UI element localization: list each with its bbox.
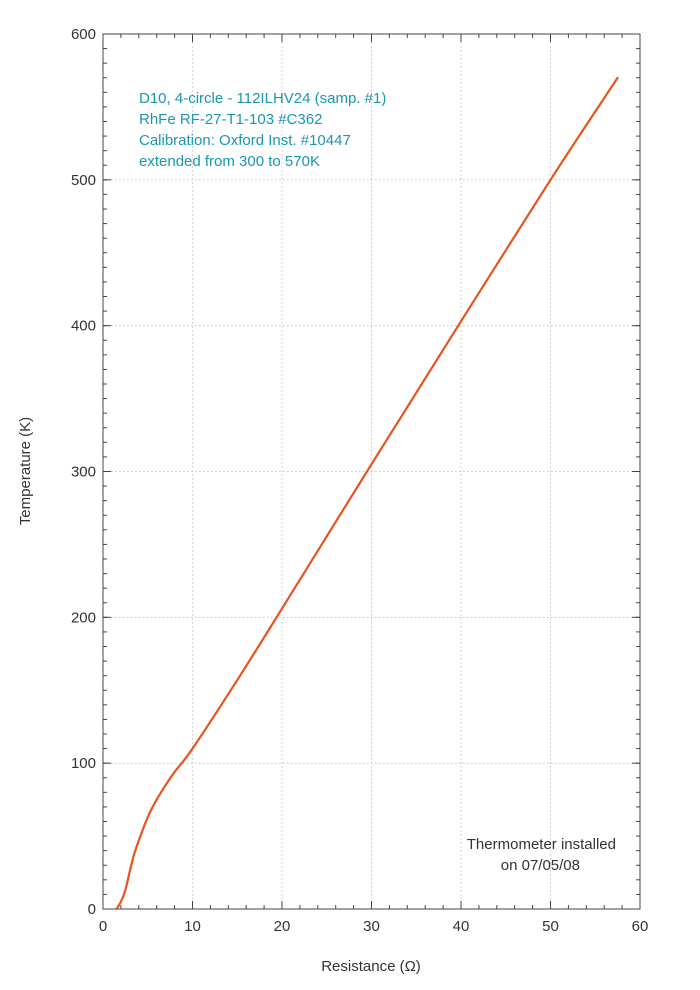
x-axis-title: Resistance (Ω) [321,958,421,975]
x-tick-label: 30 [363,918,380,935]
info-line: extended from 300 to 570K [139,153,320,170]
y-tick-label: 100 [71,755,96,772]
minor-ticks [102,33,641,910]
info-annotation: D10, 4-circle - 112ILHV24 (samp. #1) RhF… [139,90,386,170]
note-line: on 07/05/08 [501,857,580,874]
y-tick-label: 300 [71,464,96,481]
info-line: Calibration: Oxford Inst. #10447 [139,132,351,149]
installation-note: Thermometer installed on 07/05/08 [467,836,616,874]
series-line-temperature [115,76,619,911]
y-tick-label: 400 [71,318,96,335]
x-tick-label: 10 [184,918,201,935]
grid [103,34,640,909]
x-tick-label: 40 [453,918,470,935]
x-tick-label: 0 [99,918,107,935]
x-tick-label: 50 [542,918,559,935]
y-tick-label: 600 [71,26,96,43]
y-tick-label: 200 [71,609,96,626]
y-axis-title: Temperature (K) [17,417,34,525]
y-axis-ticks: 0 100 200 300 400 500 600 [71,26,640,918]
note-line: Thermometer installed [467,836,616,853]
x-tick-label: 20 [274,918,291,935]
x-axis-ticks: 0 10 20 30 40 50 60 [99,34,649,935]
y-tick-label: 500 [71,172,96,189]
info-line: RhFe RF-27-T1-103 #C362 [139,111,322,128]
x-tick-label: 60 [632,918,649,935]
y-tick-label: 0 [88,901,96,918]
info-line: D10, 4-circle - 112ILHV24 (samp. #1) [139,90,386,107]
